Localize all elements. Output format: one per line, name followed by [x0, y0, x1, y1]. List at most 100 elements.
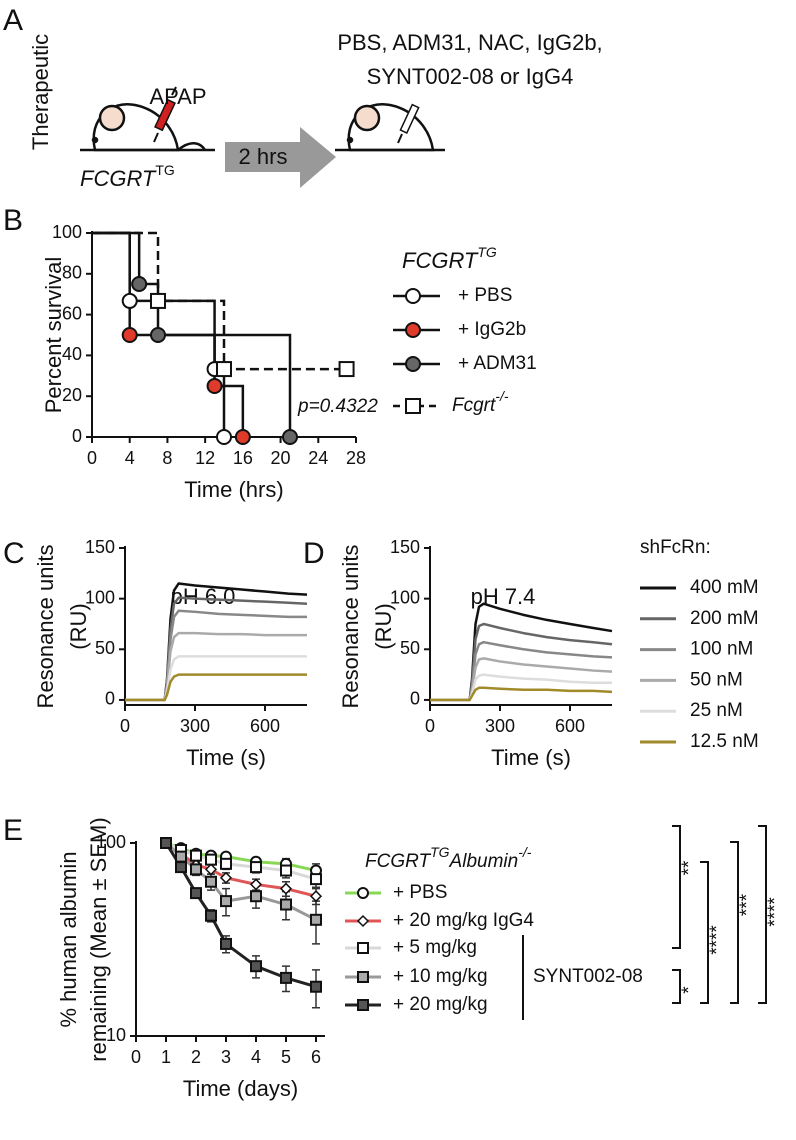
marker [282, 429, 298, 445]
marker [220, 937, 232, 950]
legend-marker [357, 942, 369, 954]
x-tick-label: 300 [180, 716, 210, 736]
legend-title: FCGRTTG [402, 244, 497, 273]
x-tick-label: 16 [233, 448, 253, 468]
series-line [430, 686, 613, 702]
marker [250, 960, 262, 973]
marker [220, 857, 232, 870]
marker [249, 878, 263, 891]
legend-label: 25 nM [690, 700, 743, 721]
significance-label: *** [737, 893, 758, 916]
legend-label: + 20 mg/kg [393, 994, 488, 1015]
survival-line [92, 231, 292, 437]
text-part: FCGRT [365, 851, 431, 872]
x-tick-label: 6 [311, 1047, 321, 1067]
y-tick-label: 0 [72, 426, 82, 446]
annotation: p=0.4322 [297, 396, 378, 417]
y-axis-label: (RU) [66, 603, 91, 649]
y-tick-label: 20 [62, 385, 82, 405]
survival-line [92, 231, 347, 371]
legend-label: + ADM31 [458, 353, 537, 374]
x-axis-label: Time (days) [183, 1076, 298, 1101]
text-part: FCGRT [402, 248, 479, 273]
x-axis-label: Time (s) [186, 745, 266, 770]
marker [310, 913, 322, 926]
text-part: Fcgrt [452, 395, 496, 416]
marker [205, 875, 217, 888]
y-tick-label: 150 [85, 537, 115, 557]
legend-marker [405, 322, 421, 338]
x-tick-label: 300 [485, 716, 515, 736]
marker [190, 849, 202, 862]
text-part: TG [430, 844, 450, 860]
group-label: SYNT002-08 [533, 966, 643, 987]
marker [175, 850, 187, 863]
x-tick-label: 8 [162, 448, 172, 468]
treatment-line: PBS, ADM31, NAC, IgG2b, [337, 30, 602, 55]
series-line [125, 673, 307, 702]
legend-label: + PBS [393, 882, 447, 903]
text-part: + PBS [458, 285, 512, 306]
y-axis-label: Resonance units [33, 545, 58, 709]
marker [219, 871, 233, 884]
x-tick-label: 28 [346, 448, 366, 468]
significance-bracket [672, 825, 681, 949]
marker [279, 882, 293, 895]
significance-bracket [672, 969, 681, 1004]
mouse-label: FCGRTTG [80, 162, 175, 191]
marker [234, 429, 251, 445]
text-part: -/- [495, 388, 509, 404]
marker [310, 873, 322, 886]
y-axis-label: remaining (Mean ± SEM) [86, 817, 111, 1061]
marker [190, 887, 202, 900]
legend-marker [357, 971, 369, 983]
y-tick-label: 0 [105, 689, 115, 709]
x-tick-label: 600 [555, 716, 585, 736]
marker [205, 909, 217, 922]
marker [160, 837, 172, 849]
series-line [125, 631, 307, 702]
legend-label: 100 nM [690, 639, 753, 660]
legend-marker [357, 887, 369, 899]
y-tick-label: 50 [400, 638, 420, 658]
x-axis-label: Time (hrs) [184, 477, 283, 502]
marker [190, 863, 202, 876]
significance-label: **** [765, 897, 786, 927]
x-tick-label: 0 [425, 716, 435, 736]
y-tick-label: 40 [62, 344, 82, 364]
significance-bracket [758, 825, 767, 1004]
legend-marker [356, 914, 370, 928]
x-tick-label: 24 [308, 448, 328, 468]
series-line [430, 602, 613, 702]
x-tick-label: 20 [271, 448, 291, 468]
legend-label: + IgG2b [458, 319, 526, 340]
x-tick-label: 600 [250, 716, 280, 736]
text-part: TG [155, 162, 174, 178]
y-axis-label: % human albumin [56, 851, 81, 1027]
panel-label: B [3, 204, 23, 237]
x-tick-label: 12 [195, 448, 215, 468]
series-line [430, 673, 612, 702]
marker [280, 864, 292, 877]
significance-bracket [730, 841, 739, 1004]
panel-label: A [3, 4, 23, 37]
x-tick-label: 0 [120, 716, 130, 736]
legend-label: + 20 mg/kg IgG4 [393, 910, 534, 931]
series-line [125, 655, 307, 702]
x-tick-label: 0 [131, 1047, 141, 1067]
y-tick-label: 100 [52, 222, 82, 242]
significance-label: * [679, 986, 700, 994]
legend-title: shFcRn: [640, 537, 711, 558]
legend-marker [357, 999, 369, 1011]
marker [121, 327, 138, 343]
significance-label: **** [707, 925, 728, 955]
x-tick-label: 4 [251, 1047, 261, 1067]
x-tick-label: 4 [125, 448, 135, 468]
legend-marker [405, 288, 421, 304]
legend-label: 400 mM [690, 577, 759, 598]
marker [220, 895, 232, 908]
marker [175, 861, 187, 874]
text-part: + IgG2b [458, 319, 526, 340]
marker [280, 971, 292, 984]
mouse-illustration [335, 102, 445, 152]
